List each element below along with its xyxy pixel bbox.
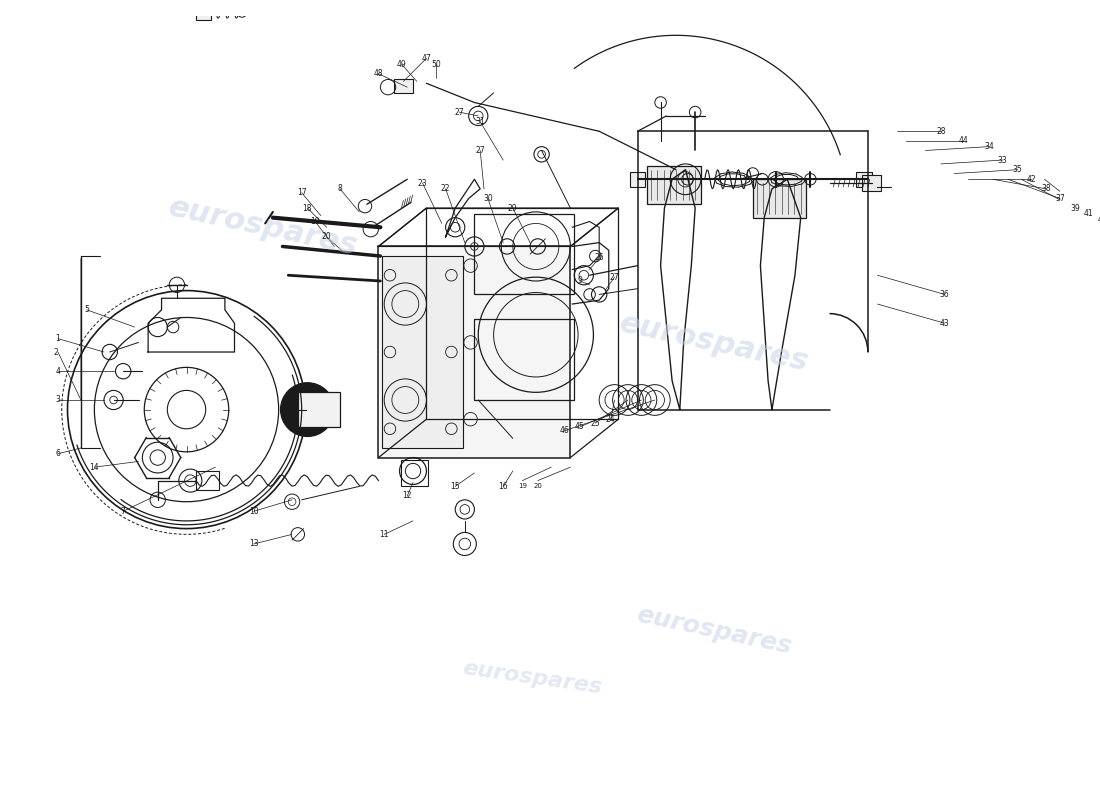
Text: 14: 14 (89, 462, 99, 472)
Text: 20: 20 (534, 483, 542, 490)
Bar (862, 175, 881, 190)
Text: 46: 46 (560, 426, 570, 435)
Text: eurospares: eurospares (635, 602, 794, 658)
Text: 9: 9 (578, 277, 582, 286)
Text: 25: 25 (591, 418, 601, 427)
Text: 36: 36 (939, 290, 949, 299)
Text: 48: 48 (374, 70, 383, 78)
Text: 24: 24 (606, 414, 616, 424)
Text: 12: 12 (403, 491, 412, 501)
Text: 31: 31 (475, 117, 485, 126)
Bar (474, 319, 574, 400)
Text: 43: 43 (939, 318, 949, 328)
Text: 13: 13 (249, 539, 258, 549)
Text: 39: 39 (1070, 203, 1080, 213)
Bar (402, 459, 428, 486)
Text: 28: 28 (936, 126, 946, 136)
Text: 10: 10 (249, 507, 258, 516)
Text: 26: 26 (594, 254, 604, 262)
Text: 19: 19 (518, 483, 527, 490)
Text: 22: 22 (441, 184, 450, 194)
Text: 27: 27 (609, 273, 619, 282)
Circle shape (280, 382, 334, 437)
Bar (378, 246, 571, 458)
Text: 8: 8 (338, 184, 342, 194)
Text: 4: 4 (55, 366, 60, 376)
Text: 27: 27 (475, 146, 485, 155)
Text: 27: 27 (454, 107, 464, 117)
Text: 7: 7 (121, 507, 125, 516)
Text: eurospares: eurospares (617, 308, 812, 377)
Text: 42: 42 (1026, 174, 1036, 184)
Text: 49: 49 (397, 60, 406, 69)
Text: 40: 40 (1097, 215, 1100, 224)
Text: 30: 30 (483, 194, 493, 203)
Text: 20: 20 (322, 232, 331, 242)
Text: 6: 6 (55, 450, 60, 458)
Text: eurospares: eurospares (461, 658, 603, 698)
Text: 38: 38 (1042, 184, 1052, 194)
Text: 3: 3 (55, 395, 60, 405)
Bar (474, 214, 574, 294)
Text: 15: 15 (450, 482, 460, 491)
Text: 17: 17 (297, 188, 307, 198)
Bar (752, 179, 806, 218)
Text: 23: 23 (418, 178, 428, 188)
Text: eurospares: eurospares (166, 193, 361, 262)
Text: 18: 18 (302, 203, 312, 213)
Text: 34: 34 (983, 142, 993, 151)
Text: 50: 50 (431, 60, 441, 69)
Text: 41: 41 (1084, 210, 1093, 218)
Bar (196, 5, 211, 20)
Text: 37: 37 (1055, 194, 1065, 203)
Bar (394, 79, 412, 93)
Text: 45: 45 (575, 422, 585, 431)
Text: 29: 29 (508, 203, 518, 213)
Bar (383, 256, 463, 448)
Text: 44: 44 (959, 136, 969, 146)
Text: 16: 16 (498, 482, 508, 491)
Text: 5: 5 (85, 306, 89, 314)
Bar (857, 171, 871, 187)
Text: 1: 1 (55, 334, 60, 343)
Text: 35: 35 (1013, 165, 1023, 174)
Bar (630, 171, 646, 187)
Text: 33: 33 (998, 155, 1008, 165)
Text: 2: 2 (53, 347, 58, 357)
Bar (196, 471, 219, 490)
Text: 19: 19 (310, 217, 320, 226)
Bar (298, 392, 340, 427)
Text: 47: 47 (421, 54, 431, 63)
Text: 11: 11 (379, 530, 389, 539)
Bar (647, 166, 701, 204)
